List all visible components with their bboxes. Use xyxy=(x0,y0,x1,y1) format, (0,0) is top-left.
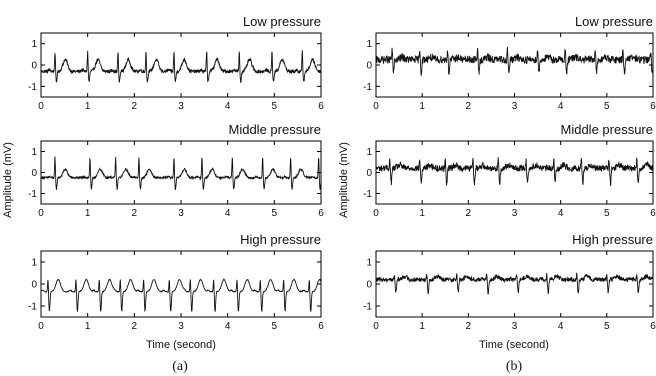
y-tick-label: 0 xyxy=(366,61,372,72)
y-tick-label: 0 xyxy=(31,61,37,72)
x-tick-label: 1 xyxy=(419,321,425,332)
ecg-trace xyxy=(40,156,322,191)
x-tick-label: 4 xyxy=(558,208,564,219)
y-tick-label: 0 xyxy=(366,280,372,291)
x-tick-label: 0 xyxy=(38,101,44,112)
x-tick-label: 5 xyxy=(604,101,610,112)
x-tick-label: 4 xyxy=(225,208,231,219)
x-tick-label: 6 xyxy=(318,321,324,332)
y-tick-label: 0 xyxy=(31,168,37,179)
y-tick-label: -1 xyxy=(28,82,37,93)
x-tick-label: 0 xyxy=(38,321,44,332)
plot-frame xyxy=(375,250,654,318)
x-tick-label: 3 xyxy=(512,321,518,332)
x-tick-label: 1 xyxy=(419,101,425,112)
ecg-trace xyxy=(375,46,654,76)
x-tick-label: 3 xyxy=(512,208,518,219)
y-tick-label: 1 xyxy=(366,147,372,158)
x-tick-label: 5 xyxy=(604,321,610,332)
x-tick-label: 0 xyxy=(373,321,379,332)
x-axis-label-left: Time (second) xyxy=(146,339,216,351)
x-tick-label: 3 xyxy=(178,321,184,332)
x-tick-label: 6 xyxy=(318,101,324,112)
y-tick-label: -1 xyxy=(363,82,372,93)
y-tick-label: -1 xyxy=(363,302,372,313)
x-tick-label: 0 xyxy=(38,208,44,219)
caption-a: (a) xyxy=(172,359,188,374)
y-axis-label-left: Amplitude (mV) xyxy=(2,142,14,218)
panel-title: Low pressure xyxy=(575,14,653,29)
y-tick-label: 0 xyxy=(366,168,372,179)
x-tick-label: 5 xyxy=(272,208,278,219)
x-tick-label: 5 xyxy=(272,101,278,112)
x-tick-label: 6 xyxy=(650,321,656,332)
x-tick-label: 0 xyxy=(373,101,379,112)
x-tick-label: 4 xyxy=(225,321,231,332)
plot-frame xyxy=(40,140,322,205)
x-tick-label: 6 xyxy=(318,208,324,219)
x-tick-label: 3 xyxy=(178,208,184,219)
panel-title: Middle pressure xyxy=(561,122,654,137)
x-tick-label: 2 xyxy=(132,321,138,332)
caption-b: (b) xyxy=(506,359,523,374)
y-tick-label: 0 xyxy=(31,280,37,291)
ecg-trace xyxy=(375,157,654,187)
panel-title: High pressure xyxy=(572,232,653,247)
x-axis-label-right: Time (second) xyxy=(479,339,549,351)
x-tick-label: 0 xyxy=(373,208,379,219)
plot-frame xyxy=(40,250,322,318)
x-tick-label: 4 xyxy=(225,101,231,112)
y-tick-label: 1 xyxy=(31,258,37,269)
x-tick-label: 5 xyxy=(604,208,610,219)
y-tick-label: 1 xyxy=(366,39,372,50)
panel-title: Low pressure xyxy=(243,14,321,29)
plot-frame xyxy=(375,32,654,98)
x-tick-label: 1 xyxy=(85,321,91,332)
y-tick-label: 1 xyxy=(31,147,37,158)
panel-title: High pressure xyxy=(240,232,321,247)
x-tick-label: 2 xyxy=(132,101,138,112)
x-tick-label: 2 xyxy=(466,321,472,332)
x-tick-label: 4 xyxy=(558,321,564,332)
x-tick-label: 1 xyxy=(85,101,91,112)
panel-title: Middle pressure xyxy=(229,122,322,137)
y-tick-label: 1 xyxy=(366,258,372,269)
ecg-trace xyxy=(40,50,322,83)
x-tick-label: 2 xyxy=(466,101,472,112)
x-tick-label: 2 xyxy=(132,208,138,219)
y-tick-label: 1 xyxy=(31,39,37,50)
x-tick-label: 6 xyxy=(650,208,656,219)
y-axis-label-right: Amplitude (mV) xyxy=(338,142,350,218)
ecg-trace xyxy=(375,272,654,295)
x-tick-label: 2 xyxy=(466,208,472,219)
x-tick-label: 6 xyxy=(650,101,656,112)
x-tick-label: 5 xyxy=(272,321,278,332)
ecg-trace xyxy=(40,278,322,313)
x-tick-label: 4 xyxy=(558,101,564,112)
y-tick-label: -1 xyxy=(28,302,37,313)
y-tick-label: -1 xyxy=(363,189,372,200)
x-tick-label: 3 xyxy=(178,101,184,112)
x-tick-label: 1 xyxy=(419,208,425,219)
x-tick-label: 3 xyxy=(512,101,518,112)
x-tick-label: 1 xyxy=(85,208,91,219)
y-tick-label: -1 xyxy=(28,189,37,200)
